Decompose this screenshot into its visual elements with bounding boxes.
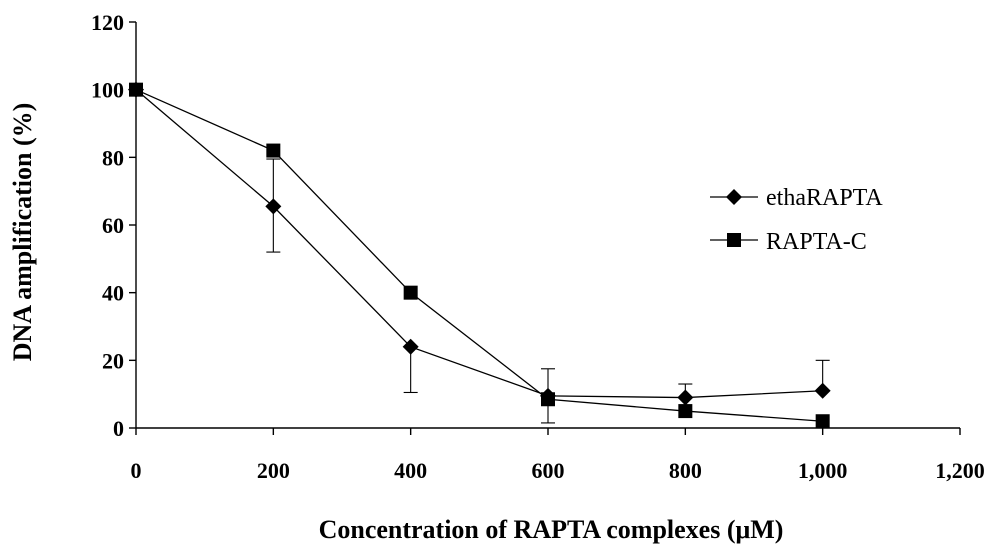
data-point-etharapta: [265, 198, 282, 215]
error-bars: [266, 158, 830, 424]
data-point-rapta-c: [815, 414, 830, 429]
legend-marker-diamond: [726, 189, 742, 205]
x-axis-title: Concentration of RAPTA complexes (μM): [319, 515, 784, 544]
x-tick-label: 0: [131, 458, 142, 483]
tick-labels: 0 20 40 60 80 100 120 0 200 400 600 800 1,000 1,200: [91, 10, 985, 483]
x-tick-label: 1,200: [935, 458, 985, 483]
data-point-etharapta: [402, 338, 419, 355]
data-point-etharapta: [677, 389, 694, 406]
legend-label-etharapta: ethaRAPTA: [766, 185, 883, 211]
x-tick-label: 400: [394, 458, 427, 483]
axes: [135, 22, 960, 429]
data-point-etharapta: [814, 382, 831, 399]
series-lines: [135, 89, 823, 422]
x-tick-label: 200: [257, 458, 290, 483]
y-tick-label: 60: [102, 213, 124, 238]
data-point-rapta-c: [403, 285, 418, 300]
y-tick-label: 100: [91, 78, 124, 103]
series-line-rapta-c: [135, 89, 823, 422]
y-tick-label: 120: [91, 10, 124, 35]
x-tick-label: 800: [669, 458, 702, 483]
legend: ethaRAPTA RAPTA-C: [710, 185, 883, 255]
y-tick-label: 80: [102, 145, 124, 170]
data-point-rapta-c: [129, 82, 143, 97]
series-line-etharapta: [135, 89, 823, 399]
legend-label-rapta-c: RAPTA-C: [766, 229, 867, 255]
markers: [128, 81, 831, 429]
y-axis-title: DNA amplification (%): [8, 103, 37, 362]
y-tick-label: 0: [113, 416, 124, 441]
ticks: [129, 21, 961, 435]
y-tick-label: 40: [102, 281, 124, 306]
x-tick-label: 600: [532, 458, 565, 483]
data-point-rapta-c: [541, 392, 555, 407]
x-tick-label: 1,000: [798, 458, 848, 483]
data-point-rapta-c: [678, 404, 693, 419]
legend-marker-square: [727, 233, 741, 247]
data-point-rapta-c: [266, 143, 281, 158]
y-tick-label: 20: [102, 348, 124, 373]
